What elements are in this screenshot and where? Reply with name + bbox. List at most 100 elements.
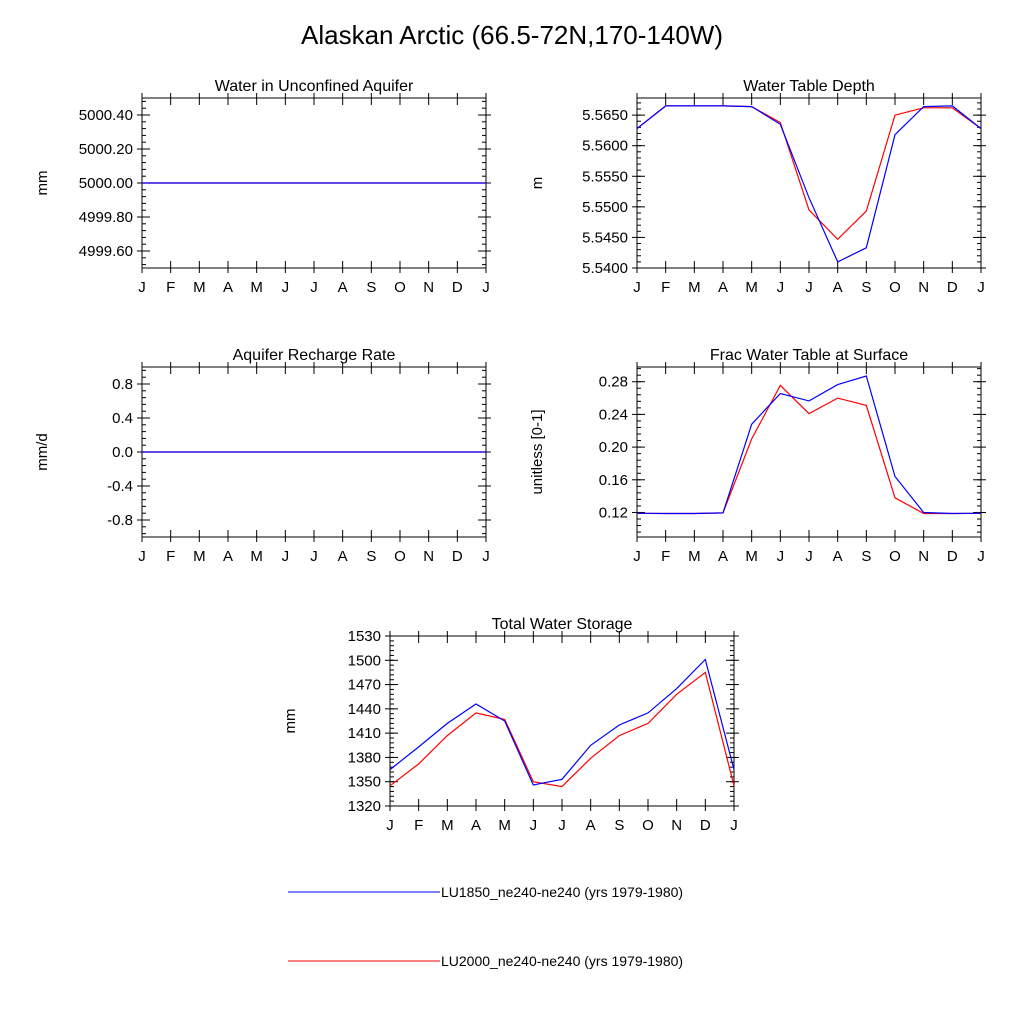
x-tick-label: M <box>498 817 511 834</box>
y-axis-label: mm <box>282 709 299 734</box>
x-tick-label: A <box>223 548 233 565</box>
legend-entry: LU1850_ne240-ne240 (yrs 1979-1980) <box>288 884 683 900</box>
x-tick-label: A <box>338 548 348 565</box>
legend-label: LU1850_ne240-ne240 (yrs 1979-1980) <box>441 884 683 900</box>
y-tick-label: 1530 <box>348 628 381 645</box>
legend-entry: LU2000_ne240-ne240 (yrs 1979-1980) <box>288 953 683 969</box>
y-tick-label: 5.5500 <box>582 199 628 216</box>
series-line <box>636 375 982 515</box>
y-tick-label: 1440 <box>348 701 381 718</box>
x-tick-label: J <box>805 548 813 565</box>
y-axis-label: unitless [0-1] <box>529 409 546 494</box>
legend-label: LU2000_ne240-ne240 (yrs 1979-1980) <box>441 953 683 969</box>
x-tick-label: M <box>250 548 263 565</box>
x-tick-label: J <box>633 279 641 296</box>
x-tick-label: A <box>223 279 233 296</box>
x-tick-label: M <box>193 548 206 565</box>
series-line <box>389 658 735 786</box>
y-tick-label: 0.12 <box>599 504 628 521</box>
x-tick-label: J <box>310 279 318 296</box>
plot-title: Total Water Storage <box>492 616 633 633</box>
x-tick-label: O <box>642 817 654 834</box>
x-tick-label: N <box>918 279 929 296</box>
x-tick-label: M <box>250 279 263 296</box>
x-tick-label: J <box>558 817 566 834</box>
x-tick-label: S <box>614 817 624 834</box>
y-tick-label: 5000.00 <box>79 175 133 192</box>
y-tick-label: 0.28 <box>599 374 628 391</box>
series-line <box>636 384 982 515</box>
y-tick-label: 4999.80 <box>79 209 133 226</box>
x-tick-label: F <box>414 817 423 834</box>
y-tick-label: 0.20 <box>599 439 628 456</box>
x-tick-label: J <box>482 548 490 565</box>
x-tick-label: D <box>947 279 958 296</box>
page-title: Alaskan Arctic (66.5-72N,170-140W) <box>301 20 723 50</box>
plot-title: Water in Unconfined Aquifer <box>215 78 414 95</box>
y-axis-label: m <box>529 177 546 190</box>
x-tick-label: D <box>452 548 463 565</box>
plot-title: Aquifer Recharge Rate <box>233 347 396 364</box>
y-tick-label: 1320 <box>348 798 381 815</box>
y-tick-label: 5.5450 <box>582 229 628 246</box>
y-tick-label: 5000.40 <box>79 107 133 124</box>
y-tick-label: 0.8 <box>112 376 133 393</box>
y-axis-label: mm/d <box>34 433 51 471</box>
x-tick-label: J <box>730 817 738 834</box>
x-tick-label: A <box>833 279 843 296</box>
x-tick-label: A <box>338 279 348 296</box>
x-tick-label: F <box>661 279 670 296</box>
plot-frame <box>636 97 982 269</box>
x-tick-label: O <box>889 279 901 296</box>
y-tick-label: -0.4 <box>107 478 133 495</box>
y-tick-label: 5000.20 <box>79 141 133 158</box>
y-tick-label: 0.0 <box>112 444 133 461</box>
x-tick-label: M <box>193 279 206 296</box>
x-tick-label: N <box>423 279 434 296</box>
x-tick-label: D <box>947 548 958 565</box>
y-tick-label: 5.5400 <box>582 260 628 277</box>
x-tick-label: S <box>366 548 376 565</box>
x-tick-label: M <box>441 817 454 834</box>
y-tick-label: 4999.60 <box>79 243 133 260</box>
x-tick-label: J <box>482 279 490 296</box>
y-tick-label: 5.5600 <box>582 138 628 155</box>
x-tick-label: A <box>471 817 481 834</box>
series-line <box>389 671 735 788</box>
plot-title: Water Table Depth <box>743 78 875 95</box>
y-tick-label: 1410 <box>348 725 381 742</box>
y-axis-label: mm <box>34 171 51 196</box>
x-tick-label: N <box>671 817 682 834</box>
y-tick-label: 1500 <box>348 652 381 669</box>
x-tick-label: J <box>777 548 785 565</box>
x-tick-label: J <box>977 548 985 565</box>
x-tick-label: J <box>282 279 290 296</box>
x-tick-label: A <box>586 817 596 834</box>
series-line <box>636 105 982 263</box>
x-tick-label: O <box>889 548 901 565</box>
y-tick-label: 0.16 <box>599 472 628 489</box>
x-tick-label: J <box>386 817 394 834</box>
x-tick-label: F <box>166 279 175 296</box>
x-tick-label: A <box>718 548 728 565</box>
x-tick-label: N <box>423 548 434 565</box>
x-tick-label: J <box>310 548 318 565</box>
x-tick-label: S <box>366 279 376 296</box>
x-tick-label: S <box>861 279 871 296</box>
series-line <box>636 105 982 241</box>
x-tick-label: J <box>805 279 813 296</box>
x-tick-label: O <box>394 548 406 565</box>
x-tick-label: S <box>861 548 871 565</box>
x-tick-label: J <box>138 548 146 565</box>
x-tick-label: N <box>918 548 929 565</box>
y-tick-label: 0.4 <box>112 410 133 427</box>
y-tick-label: 5.5550 <box>582 168 628 185</box>
plot-frame <box>636 366 982 538</box>
x-tick-label: F <box>166 548 175 565</box>
